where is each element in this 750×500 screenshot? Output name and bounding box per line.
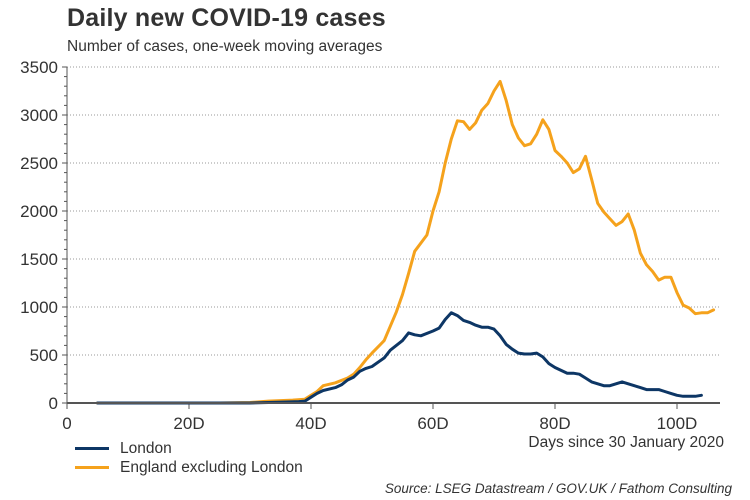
y-tick-label: 3000 bbox=[20, 106, 58, 125]
legend-swatch-london bbox=[75, 447, 109, 450]
legend-item-england-excl-london: England excluding London bbox=[75, 458, 303, 477]
x-tick-label: 80D bbox=[539, 414, 570, 433]
chart-subtitle: Number of cases, one-week moving average… bbox=[67, 38, 383, 55]
series-line-london bbox=[96, 311, 703, 405]
source-note: Source: LSEG Datastream / GOV.UK / Fatho… bbox=[384, 481, 732, 496]
y-tick-label: 500 bbox=[30, 346, 58, 365]
x-tick-label: 0 bbox=[62, 414, 71, 433]
y-tick-label: 2500 bbox=[20, 154, 58, 173]
legend-swatch-england-excl-london bbox=[75, 466, 109, 469]
y-tick-label: 1500 bbox=[20, 250, 58, 269]
legend: London England excluding London bbox=[75, 439, 303, 477]
x-tick-label: 20D bbox=[173, 414, 204, 433]
legend-item-london: London bbox=[75, 439, 303, 458]
x-tick-label: 100D bbox=[657, 414, 698, 433]
legend-label-england-excl-london: England excluding London bbox=[120, 458, 303, 476]
chart-title: Daily new COVID-19 cases bbox=[67, 4, 386, 32]
legend-label-london: London bbox=[120, 439, 172, 457]
y-tick-label: 3500 bbox=[20, 58, 58, 77]
x-axis-label: Days since 30 January 2020 bbox=[528, 434, 724, 451]
series-line-england-excl-london bbox=[96, 79, 716, 405]
y-tick-label: 2000 bbox=[20, 202, 58, 221]
y-tick-label: 0 bbox=[49, 394, 58, 413]
x-tick-label: 40D bbox=[295, 414, 326, 433]
x-tick-label: 60D bbox=[417, 414, 448, 433]
y-tick-label: 1000 bbox=[20, 298, 58, 317]
